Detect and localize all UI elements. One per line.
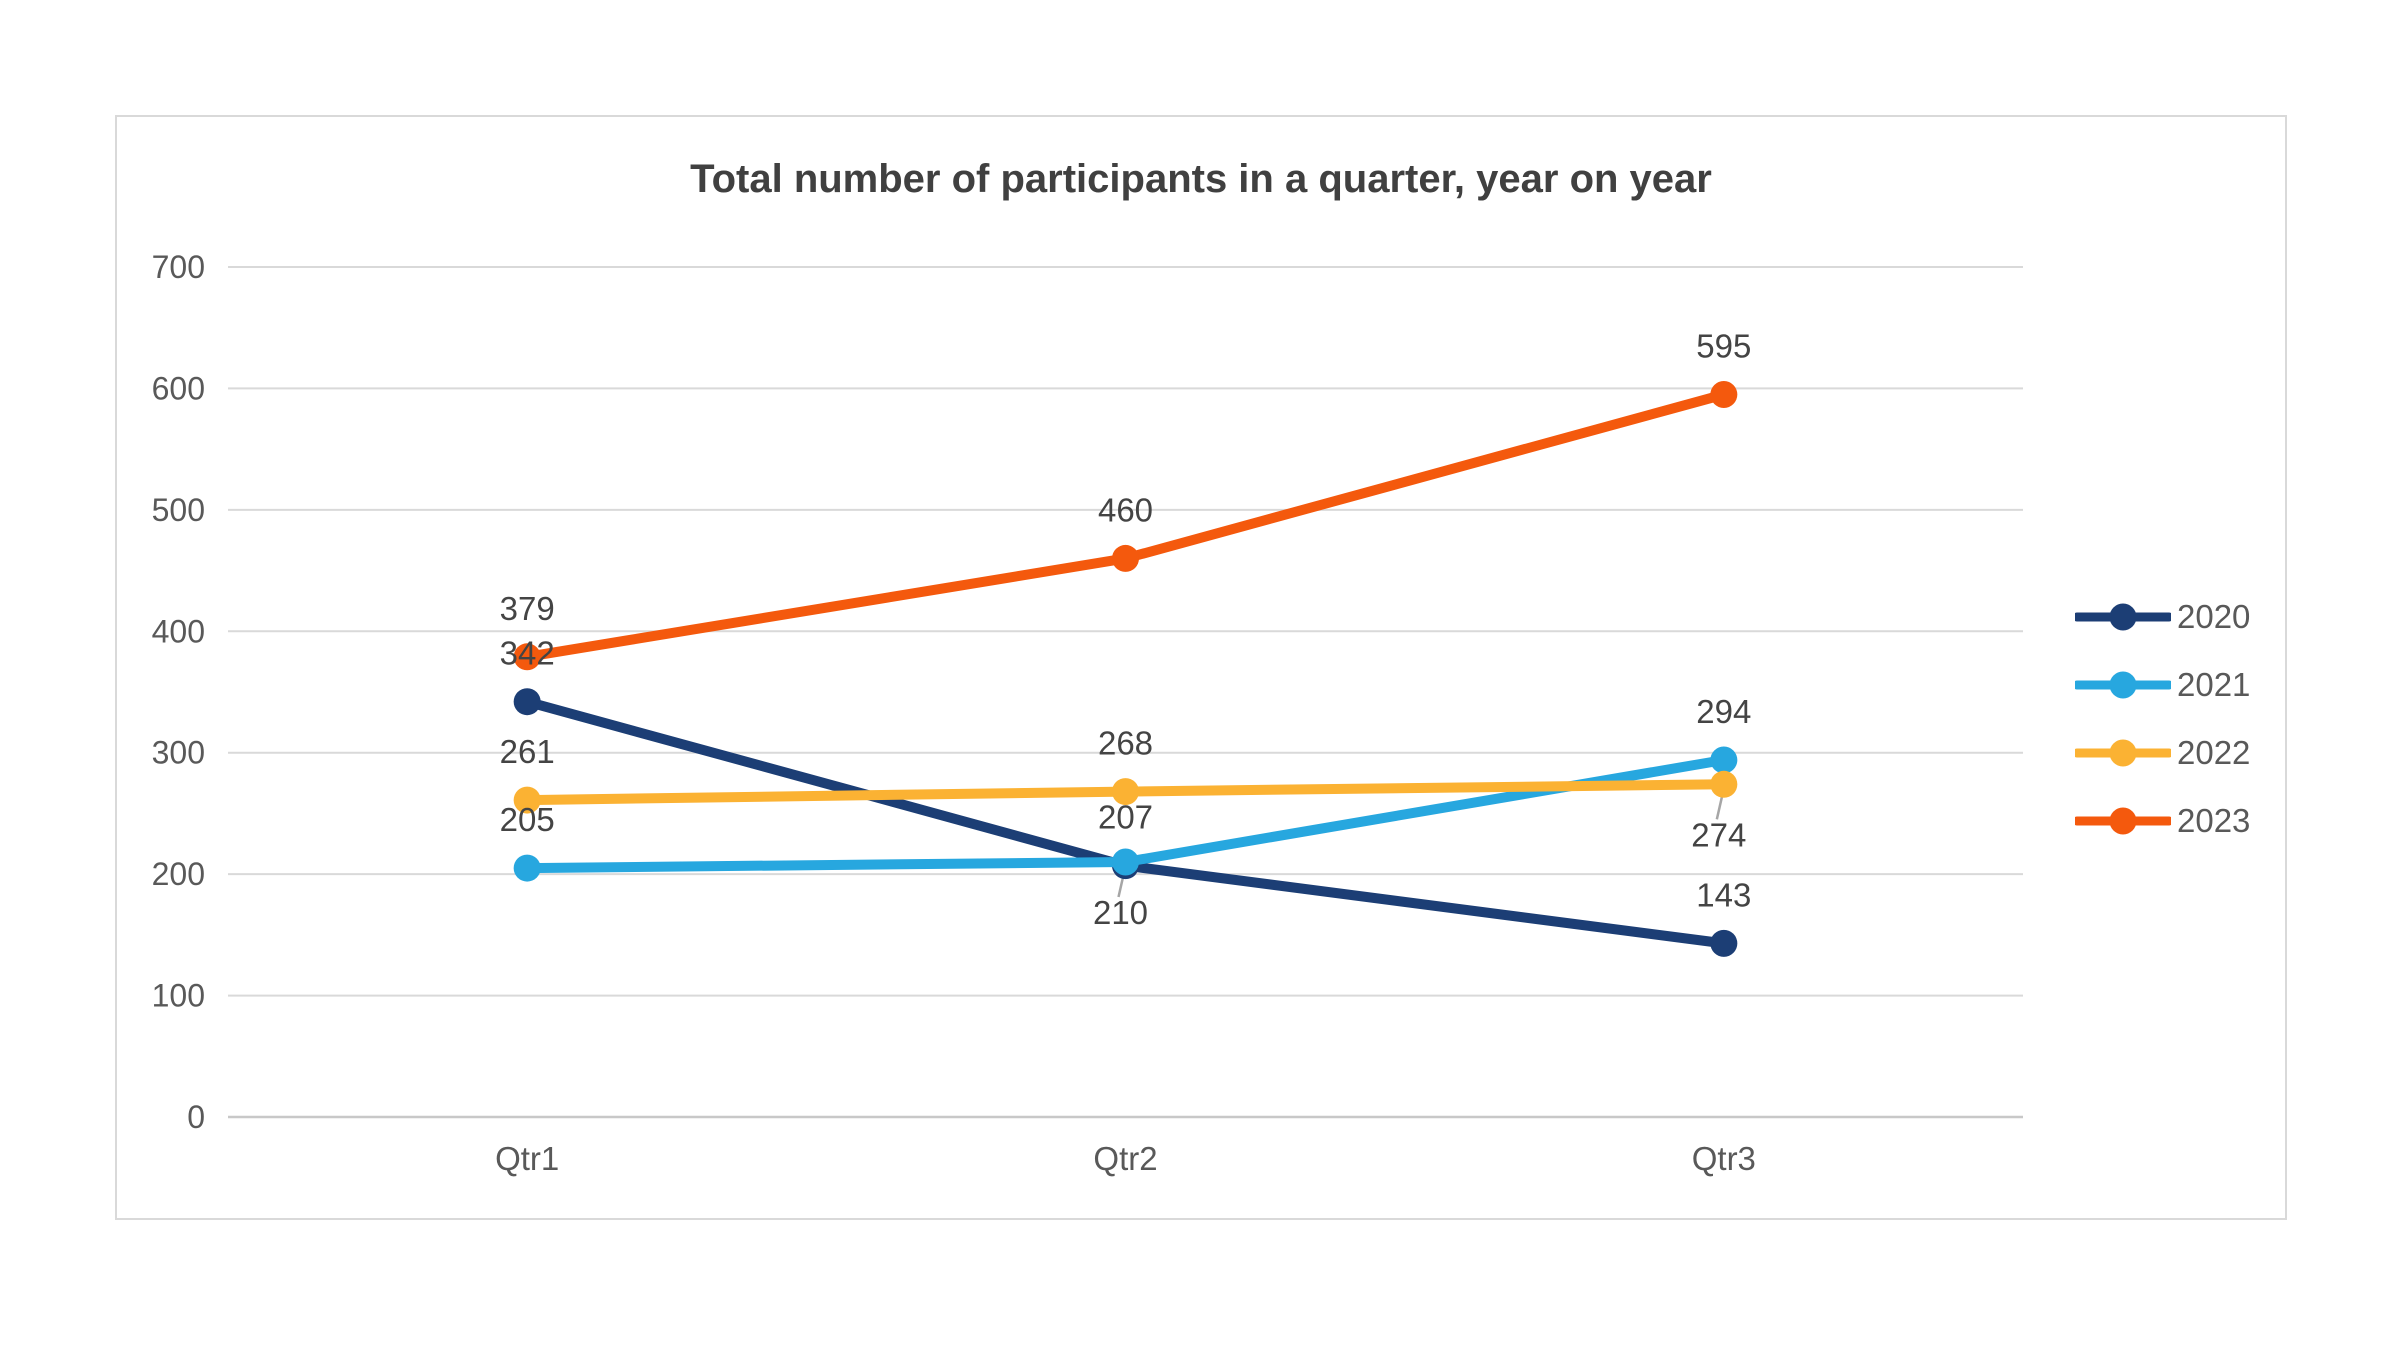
data-label-2022: 261 (500, 733, 555, 770)
y-axis-tick-label: 400 (152, 613, 205, 649)
legend-marker-icon (2075, 807, 2171, 835)
data-point-2022[interactable] (1112, 778, 1139, 806)
legend-marker-dot (2109, 807, 2137, 835)
data-label-2020: 143 (1696, 876, 1751, 913)
y-axis-tick-label: 300 (152, 735, 205, 771)
data-label-2020: 342 (500, 635, 555, 672)
data-point-2023[interactable] (1710, 381, 1738, 408)
legend-label: 2020 (2177, 598, 2251, 635)
y-axis-tick-label: 100 (152, 978, 205, 1014)
data-point-2022[interactable] (513, 786, 541, 814)
legend-marker-dot (2109, 739, 2137, 767)
legend-item-2021[interactable]: 2021 (2075, 665, 2250, 705)
data-point-2023[interactable] (513, 643, 541, 671)
data-label-2023: 379 (500, 590, 555, 627)
data-point-2020[interactable] (513, 688, 541, 716)
y-axis-tick-label: 600 (152, 370, 205, 406)
legend-item-2022[interactable]: 2022 (2075, 733, 2250, 773)
y-axis-tick-label: 500 (152, 492, 205, 528)
chart-title: Total number of participants in a quarte… (690, 157, 1712, 201)
x-axis-category-label: Qtr3 (1692, 1140, 1756, 1177)
legend-label: 2021 (2177, 666, 2251, 703)
data-label-2021: 205 (500, 801, 555, 838)
legend-item-2023[interactable]: 2023 (2075, 801, 2250, 841)
legend-label: 2022 (2177, 734, 2251, 771)
legend-marker-icon (2075, 671, 2171, 699)
data-label-2022: 274 (1691, 816, 1746, 853)
chart-legend: 2020 2021 2022 2023 (2075, 597, 2250, 869)
y-axis-tick-label: 0 (187, 1099, 205, 1135)
legend-marker-icon (2075, 603, 2171, 631)
legend-marker-dot (2109, 671, 2137, 699)
data-label-2022: 268 (1098, 725, 1153, 762)
data-point-2021[interactable] (513, 854, 541, 882)
data-point-2020[interactable] (1710, 929, 1738, 957)
x-axis-category-label: Qtr1 (495, 1140, 559, 1177)
data-point-2022[interactable] (1710, 770, 1738, 798)
y-axis-tick-label: 700 (152, 249, 205, 285)
data-label-2023: 460 (1098, 491, 1153, 528)
legend-item-2020[interactable]: 2020 (2075, 597, 2250, 637)
line-chart-plot-area: 700 600 500 400 300 200 100 0 Qtr1 Qtr2 Qtr3 342 207… (152, 249, 2023, 1177)
data-label-2023: 595 (1696, 328, 1751, 365)
legend-marker-dot (2109, 603, 2137, 631)
data-label-2021: 210 (1093, 894, 1148, 931)
y-axis-tick-label: 200 (152, 856, 205, 892)
legend-marker-icon (2075, 739, 2171, 767)
data-label-leader-line (1715, 797, 1724, 820)
data-label-2020: 207 (1098, 799, 1153, 836)
data-point-2021[interactable] (1112, 848, 1139, 876)
x-axis-category-label: Qtr2 (1093, 1140, 1157, 1177)
data-point-2023[interactable] (1112, 544, 1139, 572)
legend-label: 2023 (2177, 802, 2251, 839)
data-label-2021: 294 (1696, 693, 1751, 730)
chart-card[interactable]: Total number of participants in a quarte… (115, 115, 2287, 1220)
data-point-2021[interactable] (1710, 746, 1738, 774)
